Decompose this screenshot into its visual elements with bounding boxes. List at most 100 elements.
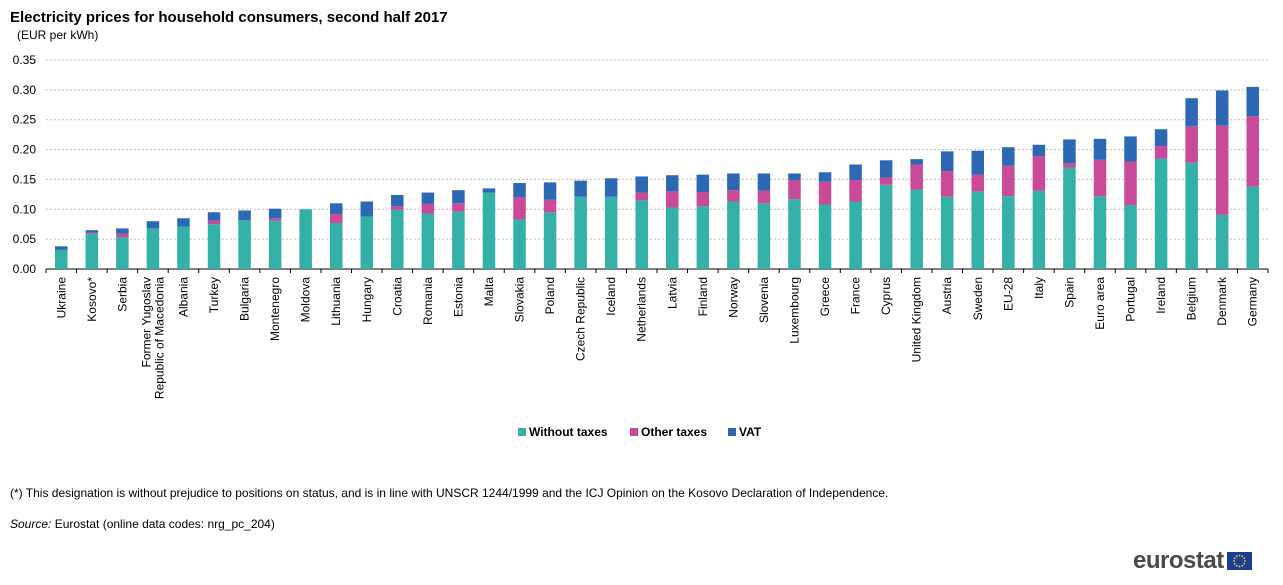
x-tick-label: Euro area <box>1093 277 1107 330</box>
source-label: Source: <box>10 517 52 531</box>
bar-without-taxes <box>1124 205 1137 269</box>
bar-other-taxes <box>1246 116 1259 187</box>
x-tick-label-line: Estonia <box>451 277 465 317</box>
bar-without-taxes <box>391 209 404 269</box>
x-tick-label-line: Ukraine <box>54 277 68 319</box>
x-tick-label-line: Denmark <box>1215 276 1229 326</box>
bar-other-taxes <box>1032 156 1046 191</box>
x-tick-label: Former YugoslavRepublic of Macedonia <box>139 277 166 399</box>
bar-without-taxes <box>727 201 740 269</box>
x-tick-label: Spain <box>1062 277 1076 308</box>
x-tick-label-line: Spain <box>1062 277 1076 308</box>
bar-without-taxes <box>238 220 251 269</box>
bar-without-taxes <box>452 211 465 269</box>
bar-other-taxes <box>1063 163 1076 168</box>
x-tick-label-line: Luxembourg <box>787 277 801 344</box>
legend-swatch <box>728 428 736 436</box>
x-tick-label: France <box>849 277 863 315</box>
x-tick-label: Belgium <box>1185 277 1199 320</box>
bar-without-taxes <box>329 223 343 269</box>
x-tick-label-line: United Kingdom <box>910 277 924 362</box>
bar-vat <box>1154 129 1168 146</box>
x-tick-label-line: Norway <box>726 277 740 318</box>
x-tick-label: Estonia <box>451 277 465 317</box>
x-tick-label: Moldova <box>299 277 313 323</box>
bar-without-taxes <box>1002 196 1015 269</box>
bar-without-taxes <box>635 200 648 269</box>
x-tick-label-line: Austria <box>940 277 954 315</box>
legend-label: Other taxes <box>641 425 707 439</box>
bar-vat <box>146 221 160 229</box>
bar-without-taxes <box>1063 167 1076 269</box>
bar-without-taxes <box>207 224 221 269</box>
bar-other-taxes <box>329 214 343 224</box>
bar-without-taxes <box>268 220 282 269</box>
x-tick-label: Germany <box>1246 277 1260 326</box>
x-tick-label-line: Czech Republic <box>574 277 588 361</box>
bar-without-taxes <box>85 233 99 269</box>
x-tick-label: Albania <box>176 277 190 317</box>
bar-vat <box>727 173 740 191</box>
bar-without-taxes <box>299 209 312 269</box>
x-tick-label: Croatia <box>390 277 404 316</box>
bar-other-taxes <box>1124 161 1137 206</box>
bar-other-taxes <box>727 190 740 202</box>
y-tick-label: 0.35 <box>13 53 37 67</box>
legend-label: Without taxes <box>529 425 608 439</box>
x-tick-label: Bulgaria <box>238 277 252 321</box>
x-tick-label-line: Hungary <box>360 277 374 322</box>
bar-other-taxes <box>268 218 282 221</box>
bar-without-taxes <box>1185 162 1198 269</box>
x-tick-label: Portugal <box>1124 277 1138 322</box>
bar-other-taxes <box>849 180 862 202</box>
x-tick-label: Slovakia <box>513 277 527 323</box>
bar-other-taxes <box>421 203 435 214</box>
x-tick-label: Finland <box>696 277 710 316</box>
x-tick-label-line: Latvia <box>665 277 679 309</box>
bar-vat <box>849 164 862 181</box>
bar-vat <box>574 180 587 197</box>
bar-vat <box>513 183 526 198</box>
x-tick-label-line: Montenegro <box>268 277 282 341</box>
bar-vat <box>1124 136 1137 162</box>
bar-without-taxes <box>1093 196 1107 269</box>
bar-without-taxes <box>666 207 679 269</box>
bar-vat <box>268 208 282 219</box>
bar-without-taxes <box>482 192 496 269</box>
x-tick-label: Netherlands <box>635 277 649 342</box>
bar-without-taxes <box>696 206 710 269</box>
bar-vat <box>818 172 832 182</box>
x-tick-label: Turkey <box>207 277 221 313</box>
x-tick-label-line: Germany <box>1246 277 1260 326</box>
bar-without-taxes <box>940 196 954 269</box>
x-tick-label-line: Iceland <box>604 277 618 316</box>
x-tick-label-line: Euro area <box>1093 277 1107 330</box>
bar-vat <box>1215 90 1229 126</box>
x-tick-label: Slovenia <box>757 277 771 323</box>
bar-other-taxes <box>1185 126 1198 163</box>
legend-swatch <box>518 428 526 436</box>
legend-swatch <box>630 428 638 436</box>
bar-without-taxes <box>177 226 190 269</box>
x-tick-label: Sweden <box>971 277 985 320</box>
bar-other-taxes <box>85 232 99 234</box>
bar-without-taxes <box>604 196 618 269</box>
x-tick-label: Austria <box>940 277 954 315</box>
bar-other-taxes <box>116 233 129 238</box>
x-tick-label-line: Ireland <box>1154 277 1168 314</box>
y-tick-label: 0.20 <box>13 143 37 157</box>
x-tick-label: Cyprus <box>879 277 893 315</box>
x-tick-label: Greece <box>818 277 832 317</box>
x-tick-label-line: Lithuania <box>329 277 343 326</box>
bar-vat <box>910 159 923 165</box>
x-tick-label: Luxembourg <box>787 277 801 344</box>
bar-vat <box>55 246 68 250</box>
logo-text: eurostat <box>1133 547 1224 574</box>
y-tick-label: 0.25 <box>13 113 37 127</box>
bar-vat <box>1093 138 1107 160</box>
bar-without-taxes <box>421 213 435 269</box>
x-tick-label-line: Netherlands <box>635 277 649 342</box>
bar-vat <box>238 210 251 221</box>
bar-other-taxes <box>635 192 648 201</box>
bar-other-taxes <box>1154 145 1168 159</box>
